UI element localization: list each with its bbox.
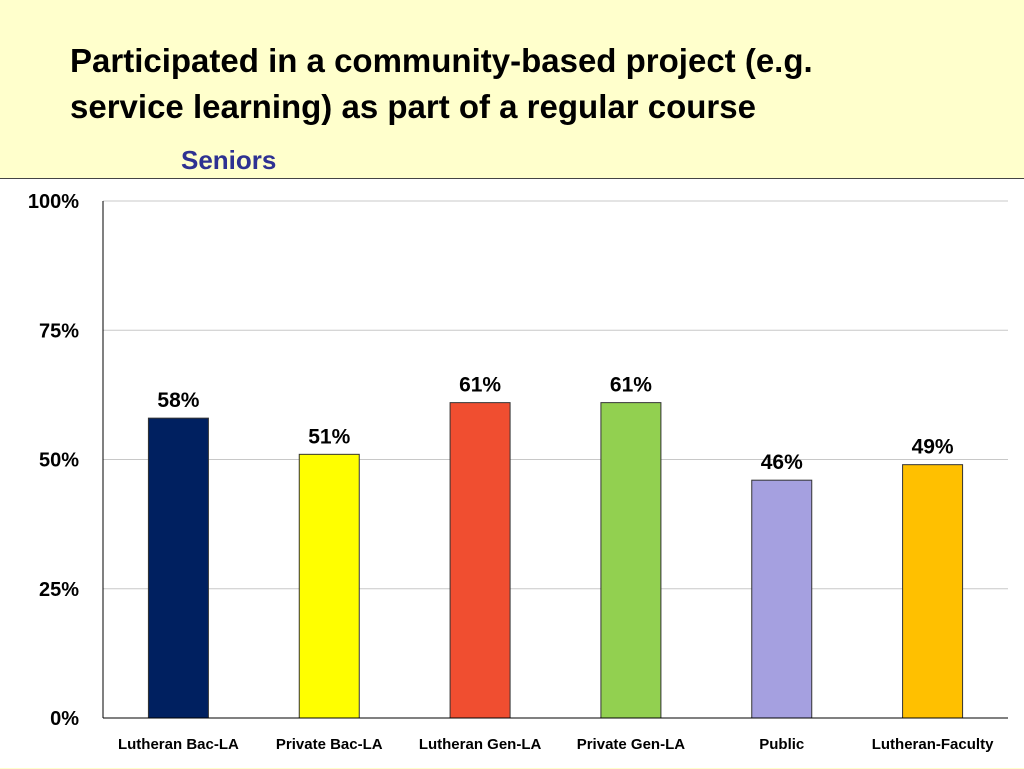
x-tick-label: Private Bac-LA	[276, 736, 383, 753]
slide-title: Participated in a community-based projec…	[70, 38, 1000, 130]
slide-title-line-2: service learning) as part of a regular c…	[70, 88, 756, 125]
x-tick-label: Lutheran-Faculty	[872, 736, 994, 753]
y-tick-label: 100%	[28, 191, 79, 213]
slide-title-line-1: Participated in a community-based projec…	[70, 42, 813, 79]
chart-subtitle: Seniors	[181, 145, 277, 175]
y-tick-label: 0%	[50, 708, 79, 730]
data-label: 61%	[610, 374, 652, 397]
data-label: 46%	[761, 451, 803, 474]
bar-lutheran-faculty	[902, 464, 964, 719]
gridlines	[103, 200, 1008, 590]
x-tick-label: Lutheran Gen-LA	[419, 736, 542, 753]
bar-chart: 0% 25% 50% 75% 100% 58% Lutheran Bac-LA 51% Priv…	[28, 191, 1008, 753]
bar-private-bac-la	[298, 453, 360, 719]
data-label: 51%	[308, 425, 350, 448]
axes	[102, 201, 1008, 719]
data-label: 61%	[459, 374, 501, 397]
x-tick-label: Lutheran Bac-LA	[118, 736, 239, 753]
data-label: 58%	[157, 389, 199, 412]
bars	[147, 402, 964, 719]
labels: 0% 25% 50% 75% 100% 58% Lutheran Bac-LA 51% Priv…	[28, 191, 994, 753]
bar-public	[751, 479, 813, 719]
bar-lutheran-gen-la	[449, 402, 511, 719]
bar-private-gen-la	[600, 402, 662, 719]
y-tick-label: 25%	[39, 579, 79, 601]
chart-area: 0% 25% 50% 75% 100% 58% Lutheran Bac-LA 51% Priv…	[0, 178, 1024, 768]
x-tick-label: Private Gen-LA	[577, 736, 686, 753]
x-tick-label: Public	[759, 736, 804, 753]
data-label: 49%	[912, 436, 954, 459]
bar-lutheran-bac-la	[147, 417, 209, 719]
y-tick-label: 75%	[39, 320, 79, 342]
y-tick-label: 50%	[39, 450, 79, 472]
